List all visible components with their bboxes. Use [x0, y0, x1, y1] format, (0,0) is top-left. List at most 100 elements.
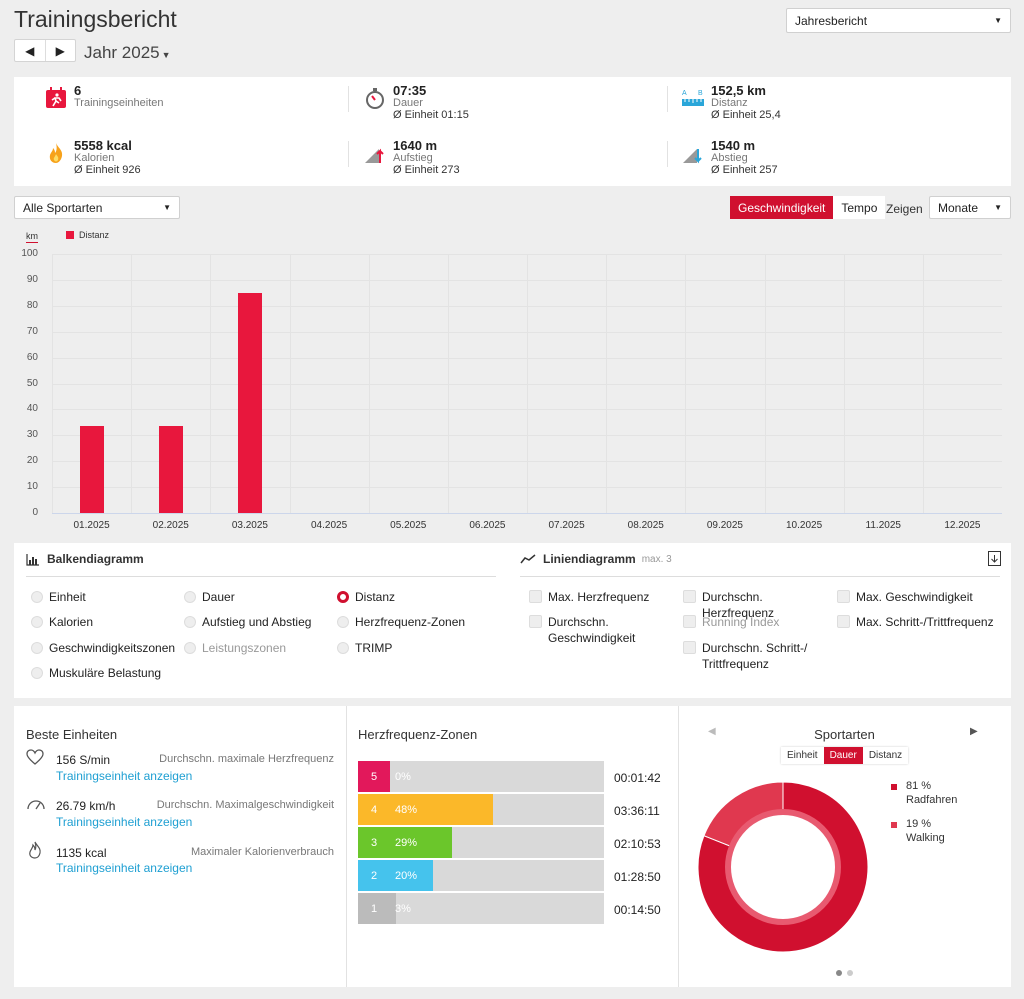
radio-button[interactable] [337, 642, 349, 654]
checkbox[interactable] [683, 641, 696, 654]
gridline [52, 487, 1002, 489]
tempo-toggle-button[interactable]: Tempo [833, 196, 886, 219]
view-session-link[interactable]: Trainingseinheit anzeigen [56, 861, 193, 875]
tab-distanz[interactable]: Distanz [862, 747, 909, 764]
tab-einheit[interactable]: Einheit [781, 747, 824, 764]
radio-button[interactable] [184, 616, 196, 628]
radio-button[interactable] [184, 591, 196, 603]
bar-option-muskuläre-belastung[interactable]: Muskuläre Belastung [31, 665, 161, 681]
line-options-max: max. 3 [641, 553, 672, 565]
legend-swatch [891, 822, 897, 828]
bar-01.2025[interactable] [79, 426, 104, 513]
hr-zone-number: 4 [358, 794, 390, 825]
radio-button[interactable] [31, 591, 43, 603]
summary-panel [14, 77, 1011, 186]
stat-label: Distanz [711, 97, 748, 109]
option-label: Einheit [49, 590, 86, 604]
bar-option-einheit[interactable]: Einheit [31, 589, 86, 605]
donut-slice-radfahren[interactable] [698, 782, 868, 952]
bar-option-kalorien[interactable]: Kalorien [31, 614, 93, 630]
line-option-durchschn-geschwindigkeit[interactable]: Durchschn. Geschwindigkeit [529, 614, 649, 646]
checkbox[interactable] [529, 590, 542, 603]
speedometer-icon [27, 800, 45, 810]
tab-dauer[interactable]: Dauer [823, 747, 863, 764]
gridline [52, 409, 1002, 411]
radio-button[interactable] [31, 616, 43, 628]
line-option-max-geschwindigkeit[interactable]: Max. Geschwindigkeit [837, 589, 997, 605]
page-dot[interactable] [847, 970, 853, 976]
export-icon[interactable] [988, 551, 1001, 566]
bar-option-dauer[interactable]: Dauer [184, 589, 235, 605]
report-type-select[interactable]: Jahresbericht ▼ [786, 8, 1011, 33]
bar-option-geschwindigkeitszonen[interactable]: Geschwindigkeitszonen [31, 640, 175, 656]
y-tick-label: 0 [32, 507, 38, 518]
bar-option-trimp[interactable]: TRIMP [337, 640, 392, 656]
line-option-durchschn-schritt-trittfrequenz[interactable]: Durchschn. Schritt-/ Trittfrequenz [683, 640, 813, 672]
radio-button[interactable] [31, 642, 43, 654]
radio-button[interactable] [31, 667, 43, 679]
distance-icon-letter-b: B [698, 90, 703, 97]
bar-option-herzfrequenz-zonen[interactable]: Herzfrequenz-Zonen [337, 614, 465, 630]
page-title: Trainingsbericht [14, 6, 177, 32]
checkbox[interactable] [529, 615, 542, 628]
line-option-durchschn-herzfrequenz[interactable]: Durchschn. Herzfrequenz [683, 589, 833, 621]
checkbox[interactable] [837, 590, 850, 603]
radio-button[interactable] [337, 591, 349, 603]
y-tick-label: 80 [26, 299, 38, 311]
y-tick-label: 50 [26, 377, 38, 389]
y-tick-label: 60 [26, 351, 38, 363]
sport-filter-select[interactable]: Alle Sportarten ▼ [14, 196, 180, 219]
prev-period-button[interactable]: ◀ [15, 40, 46, 61]
gridline [52, 383, 1002, 385]
prev-chart-arrow-icon[interactable]: ◀ [708, 726, 716, 737]
hr-zone-number: 2 [358, 860, 390, 891]
hr-zone-percent: 48% [395, 803, 418, 816]
next-chart-arrow-icon[interactable]: ▶ [970, 726, 978, 737]
bar-option-aufstieg-und-abstieg[interactable]: Aufstieg und Abstieg [184, 614, 311, 630]
checkbox[interactable] [837, 615, 850, 628]
best-value: 26.79 km/h [56, 799, 116, 813]
y-tick-label: 100 [21, 248, 38, 259]
x-tick-label: 11.2025 [865, 520, 901, 531]
page-dot-active[interactable] [836, 970, 842, 976]
legend-label: Distanz [79, 230, 110, 240]
line-options-title: Liniendiagramm [543, 552, 636, 566]
line-option-max-herzfrequenz[interactable]: Max. Herzfrequenz [529, 589, 679, 605]
show-label: Zeigen [886, 202, 923, 216]
line-option-max-schritt-trittfrequenz[interactable]: Max. Schritt-/Trittfrequenz [837, 614, 997, 630]
period-selector[interactable]: Jahr 2025 ▼ [84, 43, 171, 63]
stat-label: Dauer [393, 97, 423, 109]
stat-ascent: 1640 m Aufstieg Ø Einheit 273 [363, 139, 460, 176]
option-label: Kalorien [49, 615, 94, 629]
stat-value: 152,5 km [711, 83, 766, 98]
stat-distance: A B 152,5 km Distanz Ø Einheit 25,4 [681, 84, 781, 121]
hr-zone-percent: 0% [395, 770, 411, 783]
next-period-button[interactable]: ▶ [55, 43, 65, 58]
option-label: Distanz [355, 590, 396, 604]
interval-select[interactable]: Monate ▼ [929, 196, 1011, 219]
bar-options-header: Balkendiagramm [26, 552, 144, 566]
sport-filter-value: Alle Sportarten [23, 200, 103, 215]
vertical-gridline [210, 254, 212, 513]
bar-03.2025[interactable] [237, 292, 262, 513]
checkbox[interactable] [683, 590, 696, 603]
view-session-link[interactable]: Trainingseinheit anzeigen [56, 769, 193, 783]
view-session-link[interactable]: Trainingseinheit anzeigen [56, 815, 193, 829]
stat-average: Ø Einheit 25,4 [711, 109, 781, 121]
vertical-gridline [368, 254, 370, 513]
radio-button[interactable] [337, 616, 349, 628]
bar-option-distanz[interactable]: Distanz [337, 589, 395, 605]
hr-zone-time: 02:10:53 [614, 837, 661, 851]
vertical-gridline [447, 254, 449, 513]
ascent-icon [365, 148, 384, 163]
speed-toggle-button[interactable]: Geschwindigkeit [730, 196, 834, 219]
x-tick-label: 03.2025 [231, 520, 268, 531]
dropdown-arrow-icon: ▼ [994, 203, 1002, 212]
bar-02.2025[interactable] [158, 425, 183, 513]
donut-slice-walking[interactable] [703, 782, 784, 849]
y-tick-label: 30 [26, 429, 38, 441]
option-label: Geschwindigkeitszonen [49, 641, 176, 655]
vertical-gridline [289, 254, 291, 513]
bar-options-title: Balkendiagramm [47, 552, 144, 566]
y-axis-unit: km [26, 231, 38, 243]
